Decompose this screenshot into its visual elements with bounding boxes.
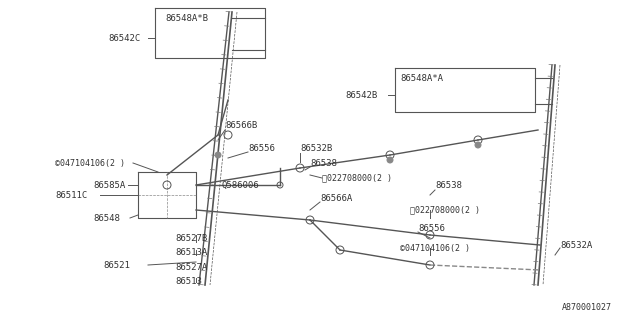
Circle shape [387,157,393,163]
Text: ©047104106(2 ): ©047104106(2 ) [400,244,470,252]
Text: 86566B: 86566B [225,121,257,130]
Circle shape [215,152,221,158]
Circle shape [475,142,481,148]
Text: 86548: 86548 [93,213,120,222]
Text: A870001027: A870001027 [562,303,612,313]
Text: ⓝ022708000(2 ): ⓝ022708000(2 ) [410,205,480,214]
Text: 86538: 86538 [435,180,462,189]
Text: 86556: 86556 [418,223,445,233]
Text: 86521: 86521 [103,260,130,269]
Text: 86548A*B: 86548A*B [165,13,208,22]
Text: 86513: 86513 [175,277,202,286]
Text: 86566A: 86566A [320,194,352,203]
Text: 86542B: 86542B [345,91,377,100]
Text: 86527A: 86527A [175,263,207,273]
Text: 86511C: 86511C [55,190,87,199]
Text: 86548A*A: 86548A*A [400,74,443,83]
Text: ⓝ022708000(2 ): ⓝ022708000(2 ) [322,173,392,182]
Text: Q586006: Q586006 [222,180,260,189]
Text: 86556: 86556 [248,143,275,153]
Text: 86538: 86538 [310,158,337,167]
Text: ©047104106(2 ): ©047104106(2 ) [55,158,125,167]
Text: 86527B: 86527B [175,234,207,243]
Text: 86513A: 86513A [175,247,207,257]
Text: 86585A: 86585A [93,180,125,189]
Text: 86532A: 86532A [560,241,592,250]
Text: 86532B: 86532B [300,143,332,153]
Text: 86542C: 86542C [108,34,140,43]
